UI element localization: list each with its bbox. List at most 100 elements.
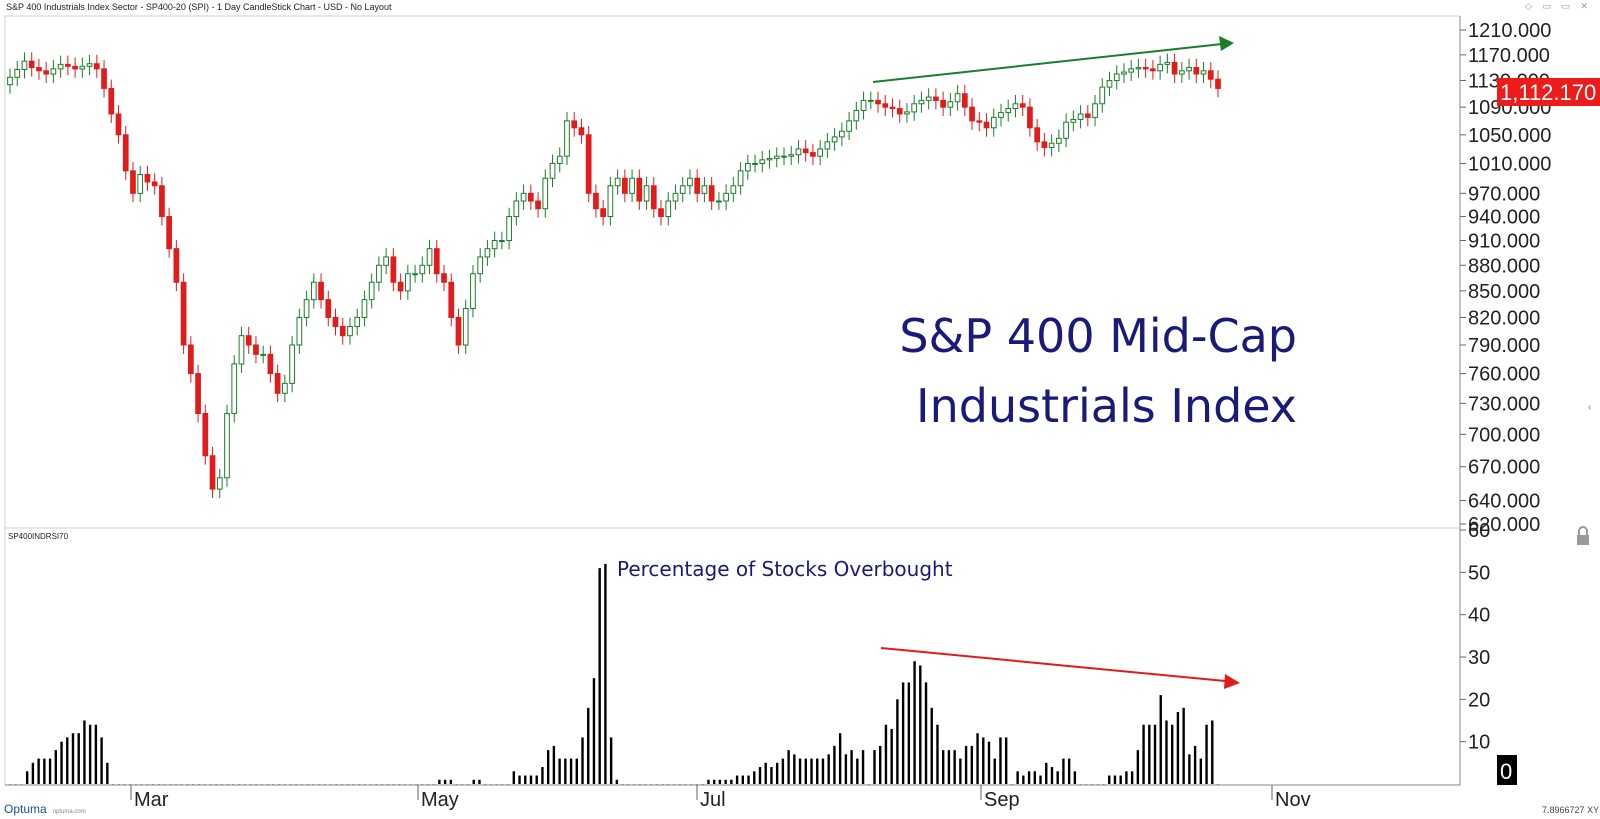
overbought-bar bbox=[810, 758, 813, 784]
candle-body bbox=[831, 136, 838, 143]
lock-icon[interactable] bbox=[1577, 526, 1589, 545]
candle-body bbox=[925, 96, 932, 101]
candle-body bbox=[564, 120, 570, 157]
overbought-bar bbox=[232, 784, 235, 785]
candle-body bbox=[1200, 70, 1207, 75]
overbought-bar bbox=[266, 784, 269, 785]
overbought-bar bbox=[243, 784, 246, 785]
overbought-bar bbox=[1211, 720, 1214, 784]
overbought-bar bbox=[541, 767, 544, 784]
overbought-bar bbox=[798, 758, 802, 784]
overbought-bar bbox=[317, 784, 321, 785]
collapse-arrow-icon[interactable]: ‹ bbox=[1588, 402, 1592, 413]
overbought-bar bbox=[329, 784, 332, 785]
candle-body bbox=[752, 162, 758, 165]
overbought-bar bbox=[192, 784, 195, 785]
candle-body bbox=[527, 192, 534, 202]
candle-body bbox=[93, 63, 100, 70]
overbought-bar bbox=[787, 750, 790, 784]
indicator-tick-label: 40 bbox=[1468, 605, 1490, 627]
overbought-bar bbox=[71, 733, 75, 784]
overbought-bar bbox=[1205, 724, 1208, 784]
candle-body bbox=[549, 162, 556, 179]
overbought-bar bbox=[775, 762, 779, 784]
overbought-bar bbox=[1199, 758, 1203, 784]
candle-body bbox=[462, 307, 469, 346]
overbought-bar bbox=[88, 724, 92, 784]
overbought-bar bbox=[134, 784, 138, 785]
candle-body bbox=[723, 192, 729, 202]
candle-body bbox=[122, 134, 129, 172]
candle-body bbox=[1186, 67, 1192, 72]
candle-body bbox=[969, 106, 975, 122]
overbought-bar bbox=[850, 750, 853, 784]
overbought-bar bbox=[575, 758, 578, 784]
candle-body bbox=[672, 192, 679, 202]
candle-body bbox=[781, 155, 787, 158]
overbought-bar bbox=[461, 784, 464, 785]
chart-title-line1: S&P 400 Mid-Cap bbox=[899, 309, 1297, 363]
candle-body bbox=[687, 177, 693, 187]
overbought-bar bbox=[890, 728, 893, 784]
candle-body bbox=[245, 335, 252, 346]
price-tick-label: 940.000 bbox=[1468, 207, 1540, 229]
candle-body bbox=[578, 127, 585, 136]
overbought-bar bbox=[1033, 771, 1036, 784]
overbought-bar bbox=[844, 754, 848, 784]
overbought-bar bbox=[100, 737, 103, 784]
cursor-coordinate-value: 7.8966727 bbox=[1542, 805, 1585, 815]
overbought-bar bbox=[604, 563, 607, 784]
overbought-bar bbox=[409, 784, 412, 785]
green-arrow-head-icon bbox=[1219, 36, 1234, 51]
chart-header-title: S&P 400 Industrials Index Sector - SP400… bbox=[6, 2, 392, 12]
candle-body bbox=[556, 155, 563, 164]
x-tick-label: Mar bbox=[134, 789, 169, 811]
candle-body bbox=[824, 141, 831, 150]
overbought-bar bbox=[672, 784, 676, 785]
overbought-bar bbox=[37, 758, 40, 784]
overbought-bar bbox=[237, 784, 241, 785]
overbought-bar bbox=[197, 784, 201, 785]
candle-body bbox=[202, 413, 209, 457]
candle-body bbox=[889, 106, 896, 110]
overbought-bar bbox=[25, 771, 29, 784]
overbought-bar bbox=[564, 758, 567, 784]
candle-body bbox=[7, 76, 13, 86]
window-controls[interactable]: ◇ ▭ ▭ ✕ bbox=[1525, 1, 1592, 11]
overbought-bar bbox=[816, 758, 819, 784]
overbought-bar bbox=[449, 779, 453, 784]
candle-body bbox=[585, 134, 592, 194]
candle-body bbox=[716, 200, 722, 203]
candle-body bbox=[1106, 80, 1113, 88]
overbought-bar bbox=[438, 779, 441, 784]
candle-body bbox=[187, 344, 194, 375]
candle-body bbox=[701, 185, 708, 194]
overbought-bar bbox=[163, 784, 166, 785]
candle-body bbox=[636, 177, 643, 202]
overbought-bar bbox=[1142, 724, 1145, 784]
candle-body bbox=[1113, 73, 1120, 82]
overbought-bar bbox=[913, 661, 916, 784]
overbought-bar bbox=[621, 784, 624, 785]
overbought-bar bbox=[907, 682, 911, 784]
indicator-tick-label: 20 bbox=[1468, 689, 1490, 711]
overbought-bar bbox=[678, 784, 682, 785]
green-trend-line bbox=[872, 43, 1223, 83]
candle-body bbox=[419, 264, 426, 275]
candle-body bbox=[607, 185, 614, 218]
x-tick-label: Jul bbox=[700, 789, 726, 811]
price-tick-label: 910.000 bbox=[1468, 231, 1540, 253]
overbought-bar bbox=[712, 779, 716, 784]
overbought-bar bbox=[340, 784, 344, 785]
overbought-bar bbox=[919, 665, 922, 784]
overbought-bar bbox=[930, 707, 933, 784]
candle-body bbox=[744, 162, 751, 172]
candle-body bbox=[665, 200, 672, 218]
overbought-bar bbox=[838, 733, 842, 784]
candle-body bbox=[383, 256, 389, 266]
overbought-bar bbox=[856, 758, 859, 784]
overbought-bar bbox=[1050, 767, 1054, 784]
candle-body bbox=[658, 208, 664, 218]
overbought-bar bbox=[1067, 758, 1071, 784]
overbought-bar bbox=[1148, 724, 1151, 784]
